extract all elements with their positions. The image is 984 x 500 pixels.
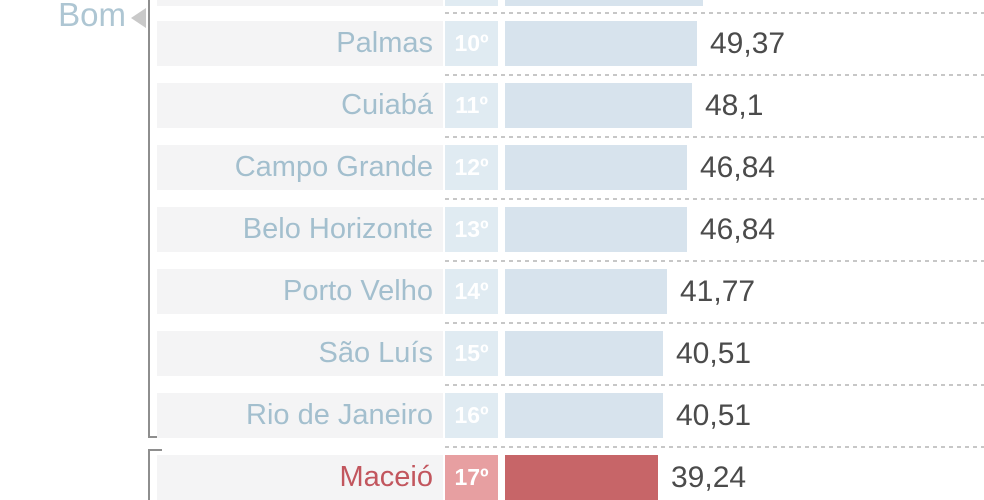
chart-row: Rio de Janeiro 16º 40,51	[0, 393, 984, 438]
value-label: 48,1	[705, 89, 764, 122]
row-separator-dashed-line	[445, 446, 984, 448]
group-bracket-blue	[148, 0, 150, 438]
group-bracket-red	[148, 449, 150, 500]
city-label: Campo Grande	[157, 145, 443, 190]
group-bracket-blue-foot	[148, 436, 162, 438]
value-label: 49,37	[710, 27, 786, 60]
arrow-left-icon	[131, 8, 146, 28]
value-label: 41,77	[680, 275, 756, 308]
rank-badge: 12º	[445, 145, 498, 190]
rank-badge: 11º	[445, 83, 498, 128]
rank-badge: 15º	[445, 331, 498, 376]
value-bar	[505, 455, 658, 500]
row-separator-dashed-line	[445, 322, 984, 324]
city-label: Cuiabá	[157, 83, 443, 128]
chart-row: São Luís 15º 40,51	[0, 331, 984, 376]
row-separator-dashed-line	[445, 260, 984, 262]
rank-badge: 16º	[445, 393, 498, 438]
chart-row: Belo Horizonte 13º 46,84	[0, 207, 984, 252]
value-bar	[505, 207, 687, 252]
value-bar	[505, 269, 667, 314]
city-label: Belo Horizonte	[157, 207, 443, 252]
row-separator-dashed-line	[445, 74, 984, 76]
value-bar	[505, 83, 692, 128]
rank-badge: 14º	[445, 269, 498, 314]
rank-badge: 13º	[445, 207, 498, 252]
value-bar	[505, 393, 663, 438]
axis-good-label: Bom	[58, 0, 126, 33]
city-label: Maceió	[157, 455, 443, 500]
city-label: Rio de Janeiro	[157, 393, 443, 438]
row-separator-dashed-line	[445, 12, 984, 14]
rank-badge: 10º	[445, 21, 498, 66]
value-bar	[505, 145, 687, 190]
value-label: 46,84	[700, 151, 776, 184]
rank-badge: 17º	[445, 455, 498, 500]
chart-row: Porto Velho 14º 41,77	[0, 269, 984, 314]
value-label: 40,51	[676, 399, 752, 432]
partial-row-value-bar	[505, 0, 703, 6]
value-label: 40,51	[676, 337, 752, 370]
partial-row-rank-badge	[445, 0, 498, 6]
value-bar	[505, 21, 697, 66]
group-bracket-red-top	[148, 449, 162, 451]
city-label: Porto Velho	[157, 269, 443, 314]
row-separator-dashed-line	[445, 384, 984, 386]
row-separator-dashed-line	[445, 136, 984, 138]
chart-row: Palmas 10º 49,37	[0, 21, 984, 66]
chart-row: Maceió 17º 39,24	[0, 455, 984, 500]
value-bar	[505, 331, 663, 376]
value-label: 39,24	[671, 461, 747, 494]
chart-row: Campo Grande 12º 46,84	[0, 145, 984, 190]
city-label: Palmas	[157, 21, 443, 66]
value-label: 46,84	[700, 213, 776, 246]
chart-row: Cuiabá 11º 48,1	[0, 83, 984, 128]
partial-row-name-cell	[157, 0, 443, 6]
row-separator-dashed-line	[445, 198, 984, 200]
city-label: São Luís	[157, 331, 443, 376]
